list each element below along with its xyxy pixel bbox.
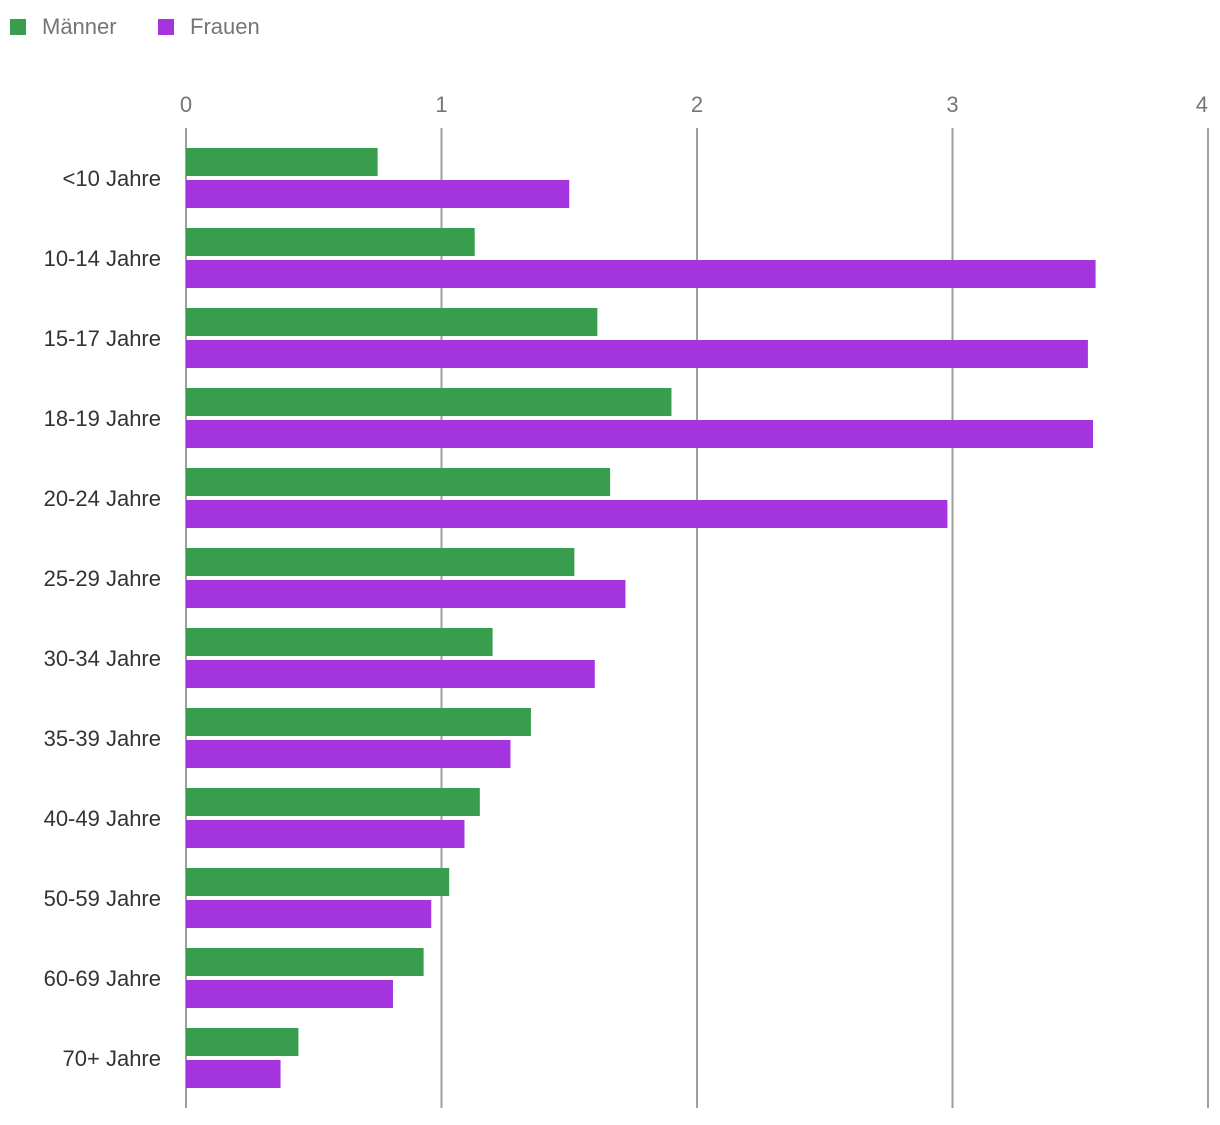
category-labels: <10 Jahre 10-14 Jahre 15-17 Jahre 18-19 Jah…: [44, 166, 161, 1071]
category-label-8: 40-49 Jahre: [44, 806, 161, 831]
category-label-5: 25-29 Jahre: [44, 566, 161, 591]
gridlines: [185, 128, 1209, 1108]
bar-m-nner-6: [186, 628, 493, 656]
category-label-9: 50-59 Jahre: [44, 886, 161, 911]
category-label-2: 15-17 Jahre: [44, 326, 161, 351]
category-label-11: 70+ Jahre: [63, 1046, 161, 1071]
bar-frauen-6: [186, 660, 595, 688]
bar-frauen-2: [186, 340, 1088, 368]
legend-swatch-m-nner: [10, 19, 26, 35]
bar-m-nner-9: [186, 868, 450, 896]
bar-m-nner-7: [186, 708, 531, 736]
legend-swatch-frauen: [158, 19, 174, 35]
bar-m-nner-0: [186, 148, 378, 176]
category-label-4: 20-24 Jahre: [44, 486, 161, 511]
x-tick-label-0: 0: [180, 92, 192, 117]
bar-frauen-10: [186, 980, 393, 1008]
category-label-3: 18-19 Jahre: [44, 406, 161, 431]
bar-frauen-5: [186, 580, 626, 608]
category-label-0: <10 Jahre: [63, 166, 161, 191]
bar-frauen-3: [186, 420, 1094, 448]
category-label-10: 60-69 Jahre: [44, 966, 161, 991]
bar-m-nner-11: [186, 1028, 299, 1056]
legend-label-m-nner: Männer: [42, 14, 117, 39]
x-tick-label-4: 4: [1196, 92, 1208, 117]
bar-frauen-7: [186, 740, 511, 768]
bar-frauen-4: [186, 500, 948, 528]
x-tick-label-1: 1: [435, 92, 447, 117]
bar-m-nner-2: [186, 308, 598, 336]
bar-frauen-11: [186, 1060, 281, 1088]
bar-m-nner-3: [186, 388, 672, 416]
legend-label-frauen: Frauen: [190, 14, 260, 39]
bar-frauen-8: [186, 820, 465, 848]
category-label-6: 30-34 Jahre: [44, 646, 161, 671]
bar-m-nner-1: [186, 228, 475, 256]
category-label-1: 10-14 Jahre: [44, 246, 161, 271]
bars: [186, 148, 1096, 1088]
bar-m-nner-4: [186, 468, 611, 496]
legend: Männer Frauen: [10, 14, 260, 39]
x-tick-label-3: 3: [946, 92, 958, 117]
bar-frauen-9: [186, 900, 432, 928]
category-label-7: 35-39 Jahre: [44, 726, 161, 751]
x-tick-label-2: 2: [691, 92, 703, 117]
bar-m-nner-8: [186, 788, 480, 816]
bar-m-nner-10: [186, 948, 424, 976]
bar-m-nner-5: [186, 548, 575, 576]
x-axis-ticks: 0 1 2 3 4: [180, 92, 1208, 117]
bar-frauen-0: [186, 180, 570, 208]
bar-frauen-1: [186, 260, 1096, 288]
